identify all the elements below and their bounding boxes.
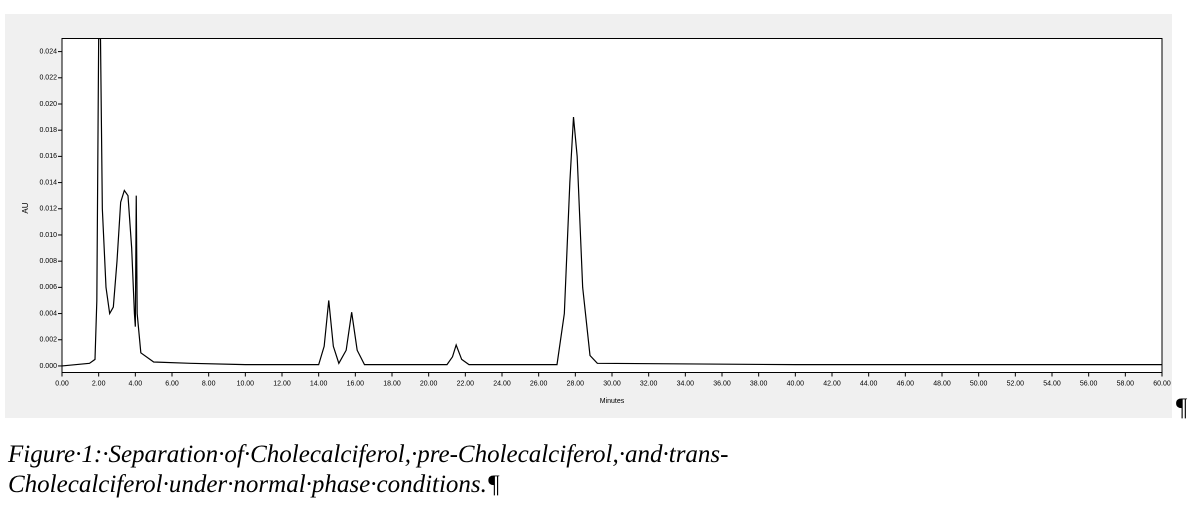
x-tick-label: 20.00	[420, 380, 438, 387]
x-tick-label: 30.00	[603, 380, 621, 387]
x-tick-label: 38.00	[750, 380, 768, 387]
x-tick-label: 28.00	[567, 380, 585, 387]
plot-frame	[61, 38, 1163, 373]
x-tick-label: 34.00	[677, 380, 695, 387]
x-tick-label: 6.00	[165, 380, 179, 387]
y-tick-label: 0.014	[39, 179, 57, 186]
figure-caption: Figure·1:·Separation·of·Cholecalciferol,…	[8, 441, 729, 498]
x-tick-label: 60.00	[1153, 380, 1171, 387]
x-tick-label: 8.00	[202, 380, 216, 387]
paragraph-mark: ¶	[1176, 394, 1188, 421]
x-tick-label: 56.00	[1080, 380, 1098, 387]
y-tick-label: 0.018	[39, 127, 57, 134]
y-tick-label: 0.002	[39, 337, 57, 344]
y-tick-label: 0.024	[39, 48, 57, 55]
x-tick-label: 16.00	[347, 380, 365, 387]
y-tick-label: 0.004	[39, 310, 57, 317]
x-tick-label: 40.00	[787, 380, 805, 387]
y-tick-label: 0.006	[39, 284, 57, 291]
x-tick-label: 46.00	[897, 380, 915, 387]
x-tick-label: 44.00	[860, 380, 878, 387]
x-tick-label: 14.00	[310, 380, 328, 387]
x-tick-label: 24.00	[493, 380, 511, 387]
chromatogram-line	[62, 38, 1162, 367]
y-tick-label: 0.010	[39, 232, 57, 239]
chart: Minutes AU 0.000 0.002 0.004 0.006 0.008 0.01…	[5, 14, 1172, 418]
x-tick-label: 26.00	[530, 380, 548, 387]
y-tick-label: 0.016	[39, 153, 57, 160]
x-tick-label: 50.00	[970, 380, 988, 387]
y-tick-label: 0.012	[39, 206, 57, 213]
x-tick-label: 48.00	[933, 380, 951, 387]
y-tick-label: 0.008	[39, 258, 57, 265]
x-tick-label: 4.00	[129, 380, 143, 387]
y-tick-label: 0.022	[39, 75, 57, 82]
x-tick-label: 58.00	[1117, 380, 1135, 387]
x-tick-label: 32.00	[640, 380, 658, 387]
x-tick-label: 0.00	[55, 380, 69, 387]
x-tick-label: 52.00	[1007, 380, 1025, 387]
x-tick-label: 12.00	[273, 380, 291, 387]
y-axis-label: AU	[21, 202, 30, 213]
y-tick-label: 0.000	[39, 363, 57, 370]
x-tick-label: 22.00	[457, 380, 475, 387]
y-tick-label: 0.020	[39, 101, 57, 108]
x-tick-label: 36.00	[713, 380, 731, 387]
x-tick-label: 10.00	[237, 380, 255, 387]
x-tick-label: 42.00	[823, 380, 841, 387]
x-tick-label: 2.00	[92, 380, 106, 387]
x-tick-label: 18.00	[383, 380, 401, 387]
x-axis-label: Minutes	[600, 398, 625, 405]
x-tick-label: 54.00	[1043, 380, 1061, 387]
